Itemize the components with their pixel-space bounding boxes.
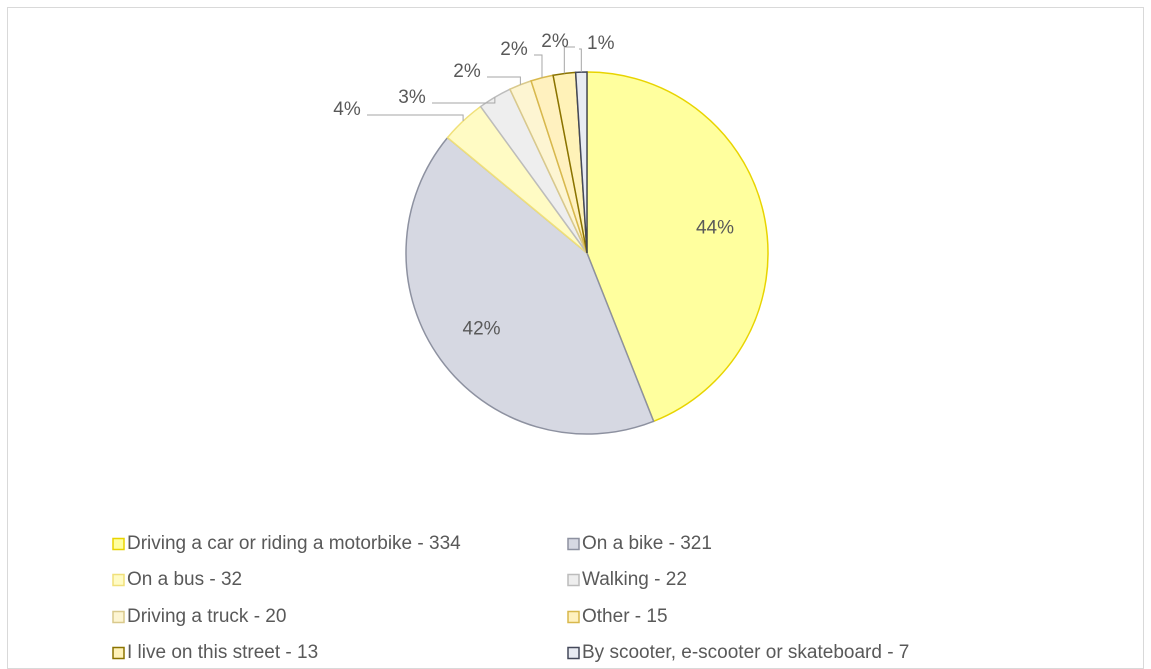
legend-label: Driving a truck - 20 (127, 606, 286, 627)
leader-line (579, 48, 582, 73)
legend-marker (567, 610, 580, 624)
data-label: 3% (398, 87, 426, 108)
legend-label: On a bike - 321 (582, 533, 712, 554)
data-label: 42% (463, 319, 501, 340)
legend-marker (112, 537, 125, 551)
leader-line (563, 46, 575, 74)
legend-label: Other - 15 (582, 606, 668, 627)
data-label: 2% (500, 39, 528, 60)
leader-line (534, 54, 543, 78)
data-label: 1% (587, 33, 615, 54)
leader-line (487, 76, 521, 85)
legend-label: By scooter, e-scooter or skateboard - 7 (582, 642, 909, 663)
legend-marker (567, 646, 580, 660)
pie-slice (405, 136, 655, 435)
legend-label: Walking - 22 (582, 569, 687, 590)
legend-marker (112, 610, 125, 624)
legend-label: I live on this street - 13 (127, 642, 318, 663)
legend-label: On a bus - 32 (127, 569, 242, 590)
legend-label: Driving a car or riding a motorbike - 33… (127, 533, 461, 554)
legend-marker (112, 573, 125, 587)
pie-slice (574, 71, 588, 254)
leader-line (367, 114, 464, 122)
leader-line (432, 97, 496, 104)
data-label: 44% (696, 218, 734, 239)
data-label: 4% (333, 99, 361, 120)
data-label: 2% (453, 61, 481, 82)
pie-slice (586, 71, 769, 423)
legend-marker (112, 646, 125, 660)
legend-marker (567, 573, 580, 587)
legend-marker (567, 537, 580, 551)
data-label: 2% (541, 31, 569, 52)
